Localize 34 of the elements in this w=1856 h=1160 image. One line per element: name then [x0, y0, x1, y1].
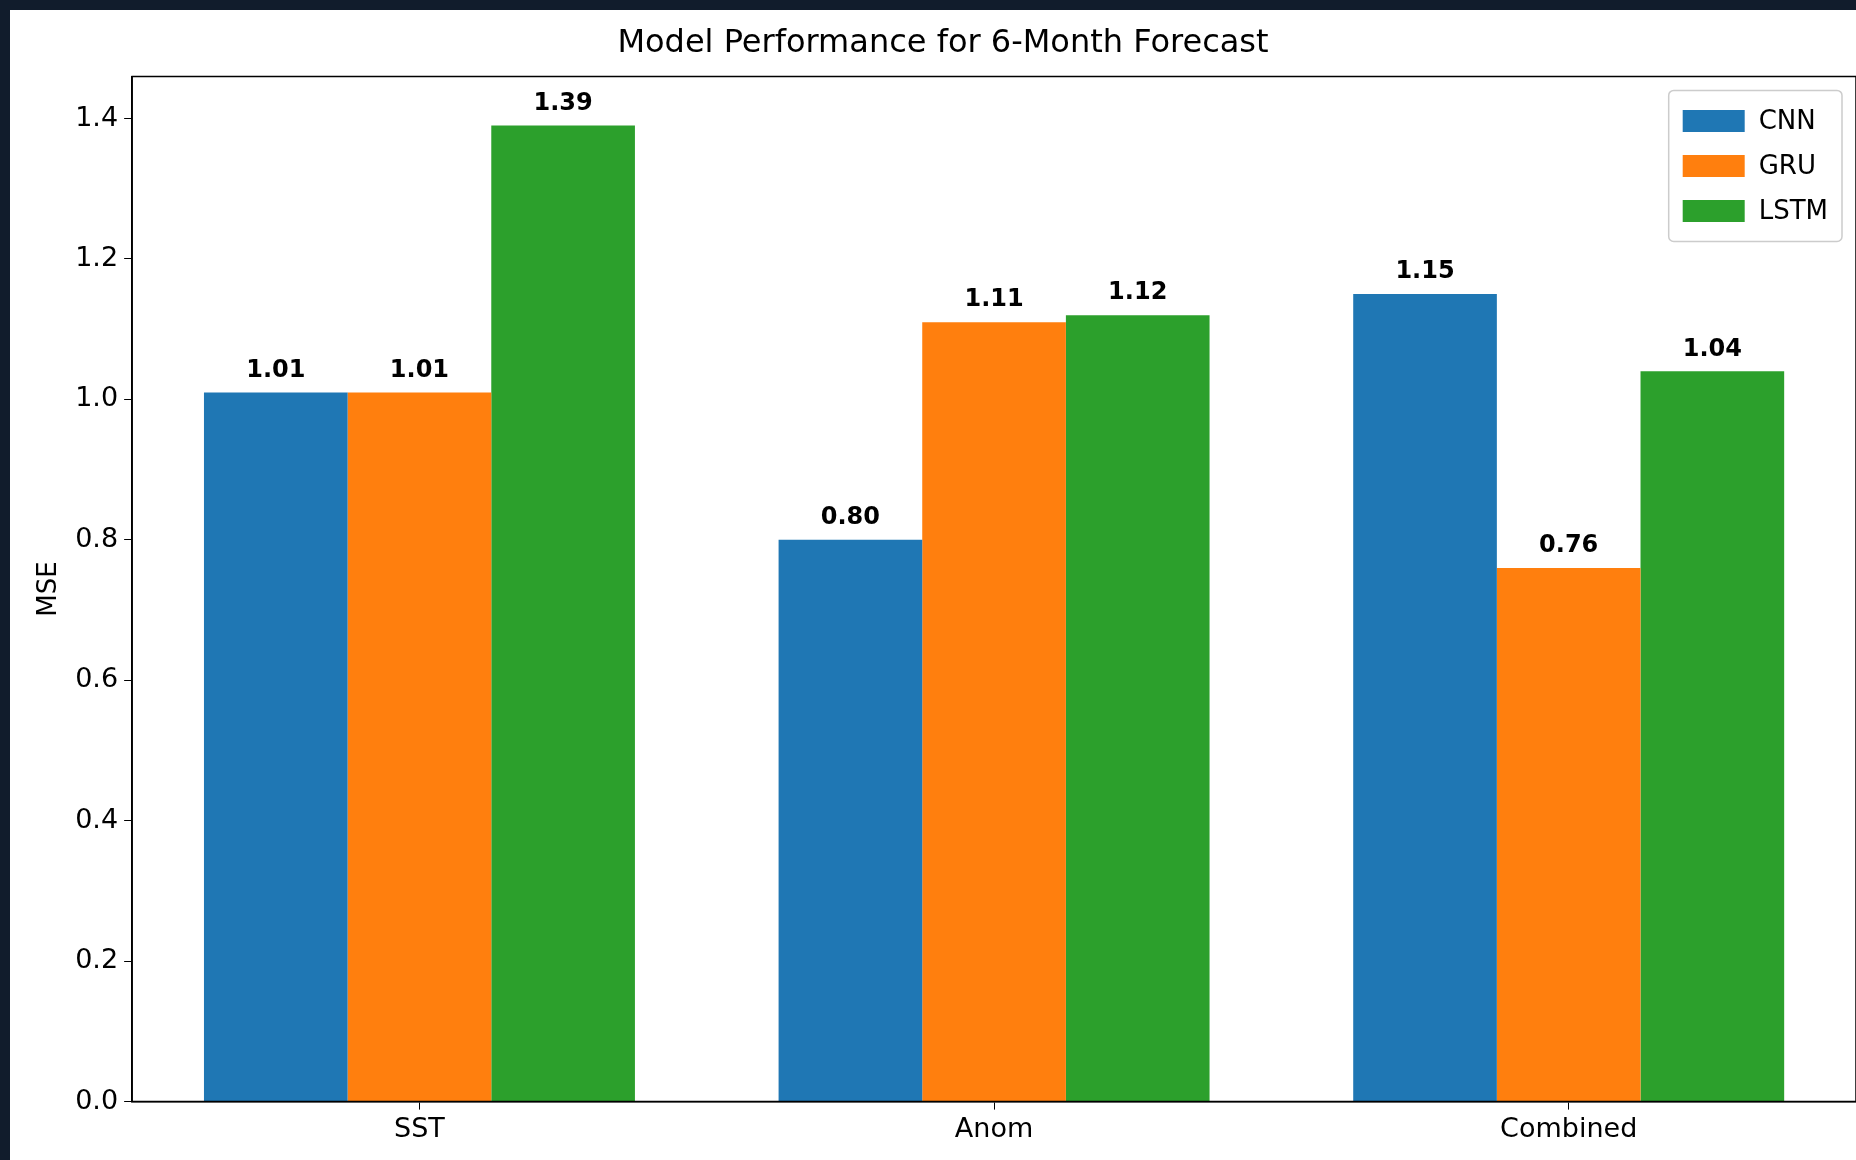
legend-label: LSTM	[1758, 194, 1829, 225]
y-tick-label: 0.6	[75, 662, 119, 694]
x-tick-label: Anom	[954, 1111, 1034, 1143]
bar	[203, 392, 348, 1102]
data-label: 0.80	[820, 502, 881, 531]
data-label: 1.11	[964, 284, 1024, 313]
y-tick-label: 0.0	[75, 1083, 119, 1115]
data-label: 1.01	[389, 354, 450, 383]
y-tick-label: 0.8	[75, 521, 119, 553]
legend-label: CNN	[1758, 104, 1816, 135]
x-tick-label: Combined	[1500, 1111, 1638, 1143]
data-label: 1.12	[1108, 277, 1168, 306]
data-label: 1.01	[246, 354, 306, 383]
y-tick-label: 1.4	[75, 100, 119, 132]
legend-label: GRU	[1758, 149, 1816, 180]
y-tick-label: 0.2	[75, 943, 119, 975]
y-tick-label: 1.0	[75, 381, 119, 413]
y-axis-title: MSE	[32, 561, 63, 617]
bar	[778, 539, 923, 1102]
bar	[1640, 371, 1785, 1102]
y-tick-label: 1.2	[75, 240, 119, 272]
data-label: 1.04	[1682, 333, 1742, 362]
y-tick-label: 0.4	[75, 802, 119, 834]
x-tick-label: SST	[394, 1111, 446, 1143]
bar	[1353, 294, 1497, 1102]
bar	[347, 392, 492, 1102]
bar	[491, 125, 635, 1102]
bar	[922, 322, 1066, 1102]
chart-title: Model Performance for 6-Month Forecast	[617, 21, 1269, 60]
bar	[1065, 315, 1210, 1102]
data-label: 1.15	[1395, 256, 1455, 285]
data-label: 0.76	[1539, 530, 1599, 559]
data-label: 1.39	[533, 87, 593, 116]
bar	[1496, 567, 1641, 1102]
